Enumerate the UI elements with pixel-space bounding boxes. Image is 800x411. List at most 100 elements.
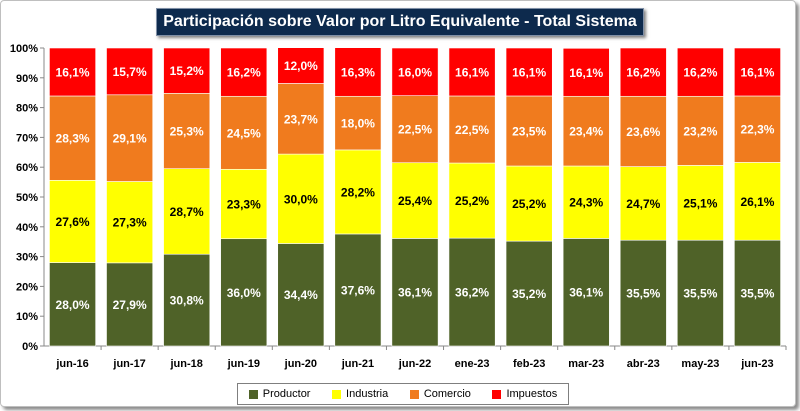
- legend-label-productor: Productor: [262, 388, 311, 400]
- data-label-impuestos: 16,1%: [455, 65, 489, 79]
- x-tick-label: jun-17: [112, 358, 145, 370]
- data-label-productor: 36,1%: [569, 286, 603, 300]
- data-label-comercio: 29,1%: [113, 132, 147, 146]
- data-label-impuestos: 16,1%: [512, 65, 546, 79]
- y-tick-label: 100%: [10, 43, 38, 55]
- legend-item-industria: Industria: [332, 388, 388, 400]
- data-label-productor: 35,2%: [512, 287, 546, 301]
- data-label-comercio: 22,3%: [740, 123, 774, 137]
- data-label-comercio: 24,5%: [227, 126, 261, 140]
- bar-impuestos-jun-17: [106, 47, 154, 96]
- bar-productor-jun-21: [334, 233, 382, 347]
- bar-productor-feb-23: [505, 240, 553, 347]
- data-label-impuestos: 16,1%: [569, 66, 603, 80]
- data-label-productor: 35,5%: [740, 287, 774, 301]
- bar-productor-jun-20: [277, 243, 325, 347]
- legend-item-comercio: Comercio: [409, 388, 471, 400]
- data-label-industria: 24,3%: [569, 196, 603, 210]
- data-label-industria: 28,7%: [170, 205, 204, 219]
- data-label-impuestos: 16,3%: [341, 65, 375, 79]
- data-label-impuestos: 16,0%: [398, 65, 432, 79]
- legend-label-industria: Industria: [346, 388, 389, 400]
- data-label-industria: 27,3%: [113, 216, 147, 230]
- x-tick-label: jun-21: [341, 358, 374, 370]
- bar-impuestos-jun-21: [334, 47, 382, 97]
- y-tick-label: 80%: [16, 103, 38, 115]
- bar-productor-jun-16: [49, 262, 96, 347]
- bar-productor-jun-22: [391, 238, 439, 347]
- bar-industria-jun-17: [106, 181, 154, 264]
- data-label-industria: 26,1%: [740, 195, 774, 209]
- data-label-comercio: 23,7%: [284, 112, 318, 126]
- bar-impuestos-jun-23: [734, 47, 781, 97]
- data-label-industria: 25,4%: [398, 194, 432, 208]
- data-label-comercio: 28,3%: [56, 132, 90, 146]
- data-label-impuestos: 15,7%: [113, 65, 147, 79]
- data-label-comercio: 23,5%: [512, 124, 546, 138]
- legend-label-comercio: Comercio: [423, 388, 471, 400]
- bar-industria-jun-19: [220, 168, 268, 240]
- y-tick-label: 20%: [16, 281, 38, 293]
- bar-impuestos-jun-20: [277, 47, 325, 84]
- x-tick-label: abr-23: [627, 358, 660, 370]
- data-label-comercio: 22,5%: [398, 123, 432, 137]
- x-tick-label: jun-19: [227, 358, 260, 370]
- y-tick-label: 90%: [16, 73, 38, 85]
- data-label-industria: 28,2%: [341, 185, 375, 199]
- x-tick-label: feb-23: [513, 358, 545, 370]
- data-label-comercio: 22,5%: [455, 123, 489, 137]
- data-label-impuestos: 16,1%: [740, 65, 774, 79]
- data-label-productor: 35,5%: [626, 287, 660, 301]
- data-label-impuestos: 16,1%: [56, 65, 90, 79]
- legend-swatch-industria: [332, 389, 342, 399]
- x-tick-label: may-23: [681, 358, 719, 370]
- bar-productor-abr-23: [619, 239, 667, 347]
- chart-title: Participación sobre Valor por Litro Equi…: [156, 8, 644, 36]
- data-label-productor: 30,8%: [170, 294, 204, 308]
- bar-comercio-feb-23: [505, 95, 553, 167]
- bar-productor-jun-18: [163, 253, 211, 347]
- bar-impuestos-jun-16: [49, 47, 96, 97]
- bar-comercio-jun-23: [734, 95, 781, 163]
- data-label-impuestos: 15,2%: [170, 64, 204, 78]
- bar-impuestos-jun-22: [391, 47, 439, 96]
- bar-comercio-jun-20: [277, 83, 325, 155]
- legend-label-impuestos: Impuestos: [506, 388, 558, 400]
- y-tick-label: 0%: [22, 341, 38, 353]
- bar-industria-mar-23: [562, 165, 610, 239]
- y-tick-label: 30%: [16, 252, 38, 264]
- legend-item-productor: Productor: [248, 388, 311, 400]
- data-label-industria: 27,6%: [56, 215, 90, 229]
- legend-swatch-productor: [248, 389, 258, 399]
- data-label-productor: 35,5%: [683, 287, 717, 301]
- bar-impuestos-feb-23: [505, 47, 553, 97]
- bar-productor-jun-23: [734, 239, 781, 347]
- data-label-impuestos: 16,2%: [227, 66, 261, 80]
- bar-productor-mar-23: [562, 238, 610, 347]
- x-tick-label: jun-23: [740, 358, 773, 370]
- y-tick-label: 70%: [16, 132, 38, 144]
- bar-comercio-abr-23: [619, 95, 667, 167]
- bar-comercio-jun-21: [334, 95, 382, 151]
- legend-item-impuestos: Impuestos: [492, 388, 557, 400]
- bar-impuestos-jun-18: [163, 47, 211, 94]
- bar-productor-may-23: [676, 239, 724, 347]
- bar-comercio-jun-17: [106, 94, 154, 182]
- bar-industria-may-23: [676, 165, 724, 241]
- bar-industria-jun-23: [734, 162, 781, 241]
- data-label-impuestos: 12,0%: [284, 59, 318, 73]
- y-tick-label: 40%: [16, 222, 38, 234]
- data-label-comercio: 18,0%: [341, 117, 375, 131]
- bar-industria-ene-23: [448, 162, 496, 239]
- x-tick-label: ene-23: [455, 358, 490, 370]
- data-label-comercio: 23,2%: [683, 124, 717, 138]
- legend-swatch-impuestos: [492, 389, 502, 399]
- data-label-industria: 23,3%: [227, 198, 261, 212]
- bar-comercio-jun-16: [49, 95, 96, 181]
- x-tick-label: jun-22: [398, 358, 431, 370]
- data-label-industria: 25,2%: [455, 194, 489, 208]
- bar-industria-jun-16: [49, 180, 96, 263]
- y-tick-label: 60%: [16, 162, 38, 174]
- bar-impuestos-jun-19: [220, 47, 268, 97]
